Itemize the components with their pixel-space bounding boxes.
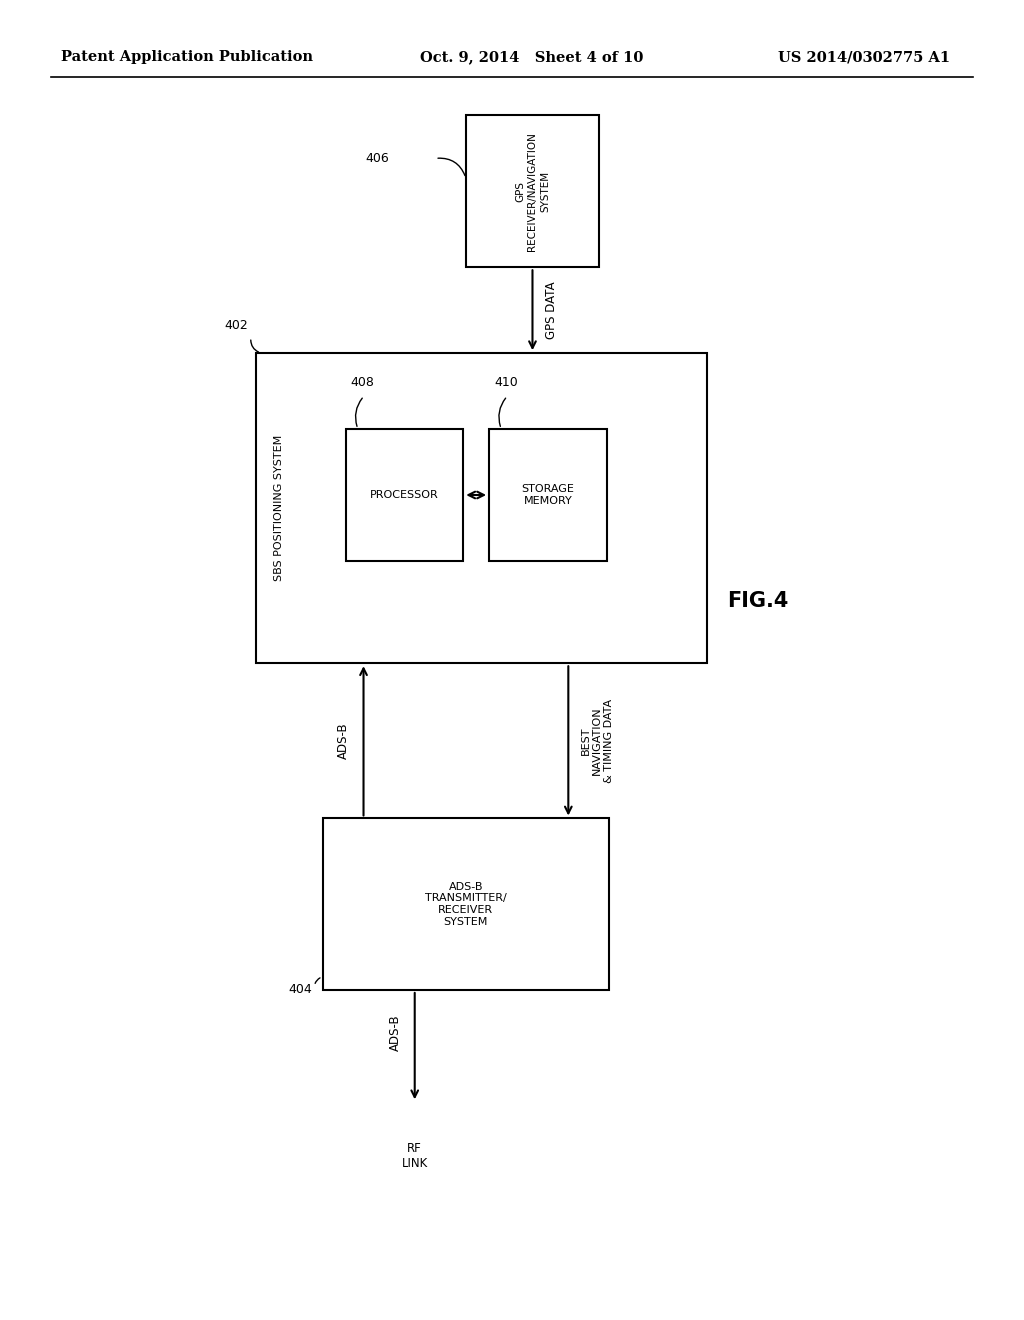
Text: ADS-B: ADS-B	[388, 1015, 401, 1051]
Text: ADS-B: ADS-B	[337, 722, 350, 759]
Text: Patent Application Publication: Patent Application Publication	[61, 50, 313, 65]
Bar	[466, 116, 599, 267]
Text: SBS POSITIONING SYSTEM: SBS POSITIONING SYSTEM	[273, 436, 284, 581]
Bar	[323, 818, 609, 990]
Text: US 2014/0302775 A1: US 2014/0302775 A1	[778, 50, 950, 65]
Text: STORAGE
MEMORY: STORAGE MEMORY	[521, 484, 574, 506]
Bar	[256, 354, 707, 663]
Text: ADS-B
TRANSMITTER/
RECEIVER
SYSTEM: ADS-B TRANSMITTER/ RECEIVER SYSTEM	[425, 882, 507, 927]
Text: 406: 406	[366, 152, 389, 165]
Text: BEST
NAVIGATION
& TIMING DATA: BEST NAVIGATION & TIMING DATA	[581, 698, 613, 783]
Text: GPS
RECEIVER/NAVIGATION
SYSTEM: GPS RECEIVER/NAVIGATION SYSTEM	[515, 132, 550, 251]
Bar	[346, 429, 463, 561]
Text: RF
LINK: RF LINK	[401, 1142, 428, 1170]
Text: Oct. 9, 2014   Sheet 4 of 10: Oct. 9, 2014 Sheet 4 of 10	[420, 50, 643, 65]
Text: 410: 410	[495, 376, 518, 389]
Text: FIG.4: FIG.4	[727, 590, 788, 611]
Bar	[489, 429, 606, 561]
Text: 402: 402	[224, 319, 248, 333]
Text: GPS DATA: GPS DATA	[545, 281, 558, 339]
Text: 408: 408	[350, 376, 375, 389]
Text: 404: 404	[289, 983, 312, 997]
Text: PROCESSOR: PROCESSOR	[370, 490, 439, 500]
